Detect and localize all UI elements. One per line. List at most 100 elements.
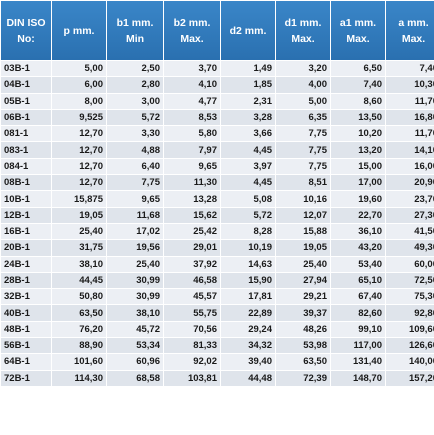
value-cell: 60,00 — [386, 256, 434, 272]
value-cell: 3,30 — [107, 126, 163, 142]
chain-number-cell: 083-1 — [1, 142, 51, 158]
value-cell: 157,20 — [386, 370, 434, 386]
value-cell: 101,60 — [52, 354, 106, 370]
p-header: p mm. — [52, 1, 106, 60]
value-cell: 29,24 — [221, 321, 275, 338]
value-cell: 27,94 — [276, 272, 330, 289]
value-cell: 7,75 — [276, 142, 330, 158]
value-cell: 5,80 — [164, 126, 220, 142]
value-cell: 114,30 — [52, 370, 106, 386]
value-cell: 17,00 — [331, 175, 385, 191]
value-cell: 6,50 — [331, 61, 385, 77]
value-cell: 15,00 — [331, 158, 385, 175]
value-cell: 3,20 — [276, 61, 330, 77]
chain-number-cell: 32B-1 — [1, 289, 51, 305]
value-cell: 19,05 — [52, 207, 106, 223]
value-cell: 6,00 — [52, 77, 106, 93]
header-label-line1: p mm. — [63, 24, 95, 37]
value-cell: 92,02 — [164, 354, 220, 370]
value-cell: 2,31 — [221, 93, 275, 109]
value-cell: 38,10 — [107, 305, 163, 321]
value-cell: 3,00 — [107, 93, 163, 109]
value-cell: 5,72 — [221, 207, 275, 223]
value-cell: 81,33 — [164, 338, 220, 354]
value-cell: 60,96 — [107, 354, 163, 370]
header-label-line1: b1 mm. — [116, 16, 154, 29]
value-cell: 7,40 — [386, 61, 434, 77]
value-cell: 15,88 — [276, 223, 330, 240]
value-cell: 43,20 — [331, 240, 385, 256]
value-cell: 45,72 — [107, 321, 163, 338]
chain-number-cell: 16B-1 — [1, 223, 51, 240]
value-cell: 10,16 — [276, 191, 330, 207]
chain-spec-table: DIN ISO No: p mm. b1 mm. Min b2 mm. Max. d2 mm.… — [0, 0, 434, 387]
value-cell: 7,75 — [107, 175, 163, 191]
header-label-line2: No: — [17, 32, 35, 45]
value-cell: 50,80 — [52, 289, 106, 305]
header-label-line1: b2 mm. — [173, 16, 211, 29]
value-cell: 34,32 — [221, 338, 275, 354]
value-cell: 63,50 — [276, 354, 330, 370]
value-cell: 53,98 — [276, 338, 330, 354]
value-cell: 38,10 — [52, 256, 106, 272]
value-cell: 30,99 — [107, 272, 163, 289]
a-header: a mm. Max. — [386, 1, 434, 60]
value-cell: 5,72 — [107, 109, 163, 126]
value-cell: 39,37 — [276, 305, 330, 321]
value-cell: 65,10 — [331, 272, 385, 289]
value-cell: 72,39 — [276, 370, 330, 386]
header-label-line1: a mm. — [398, 16, 429, 29]
value-cell: 25,40 — [52, 223, 106, 240]
value-cell: 12,70 — [52, 142, 106, 158]
value-cell: 41,50 — [386, 223, 434, 240]
value-cell: 2,50 — [107, 61, 163, 77]
value-cell: 45,57 — [164, 289, 220, 305]
b1-header: b1 mm. Min — [107, 1, 163, 60]
value-cell: 22,70 — [331, 207, 385, 223]
value-cell: 4,45 — [221, 142, 275, 158]
value-cell: 15,62 — [164, 207, 220, 223]
value-cell: 12,07 — [276, 207, 330, 223]
value-cell: 46,58 — [164, 272, 220, 289]
table-row: 48B-1 76,20 45,72 70,56 29,24 48,26 99,10 109,6… — [1, 321, 434, 338]
value-cell: 16,80 — [386, 109, 434, 126]
value-cell: 44,48 — [221, 370, 275, 386]
header-label-line1: d2 mm. — [229, 24, 267, 37]
table-row: 64B-1 101,60 60,96 92,02 39,40 63,50 131,40 140… — [1, 354, 434, 370]
chain-number-cell: 48B-1 — [1, 321, 51, 338]
value-cell: 53,34 — [107, 338, 163, 354]
value-cell: 67,40 — [331, 289, 385, 305]
header-row: DIN ISO No: p mm. b1 mm. Min b2 mm. Max. d2 mm.… — [1, 1, 434, 60]
value-cell: 20,90 — [386, 175, 434, 191]
chain-number-cell: 03B-1 — [1, 61, 51, 77]
value-cell: 5,00 — [52, 61, 106, 77]
value-cell: 7,40 — [331, 77, 385, 93]
din-iso-header: DIN ISO No: — [1, 1, 51, 60]
b2-header: b2 mm. Max. — [164, 1, 220, 60]
value-cell: 23,70 — [386, 191, 434, 207]
value-cell: 1,85 — [221, 77, 275, 93]
value-cell: 53,40 — [331, 256, 385, 272]
value-cell: 29,21 — [276, 289, 330, 305]
value-cell: 13,20 — [331, 142, 385, 158]
header-label-line1: DIN ISO — [6, 16, 46, 29]
value-cell: 8,28 — [221, 223, 275, 240]
value-cell: 7,75 — [276, 126, 330, 142]
chain-number-cell: 40B-1 — [1, 305, 51, 321]
value-cell: 4,45 — [221, 175, 275, 191]
value-cell: 126,60 — [386, 338, 434, 354]
value-cell: 29,01 — [164, 240, 220, 256]
value-cell: 4,88 — [107, 142, 163, 158]
value-cell: 13,28 — [164, 191, 220, 207]
value-cell: 14,10 — [386, 142, 434, 158]
value-cell: 88,90 — [52, 338, 106, 354]
value-cell: 30,99 — [107, 289, 163, 305]
